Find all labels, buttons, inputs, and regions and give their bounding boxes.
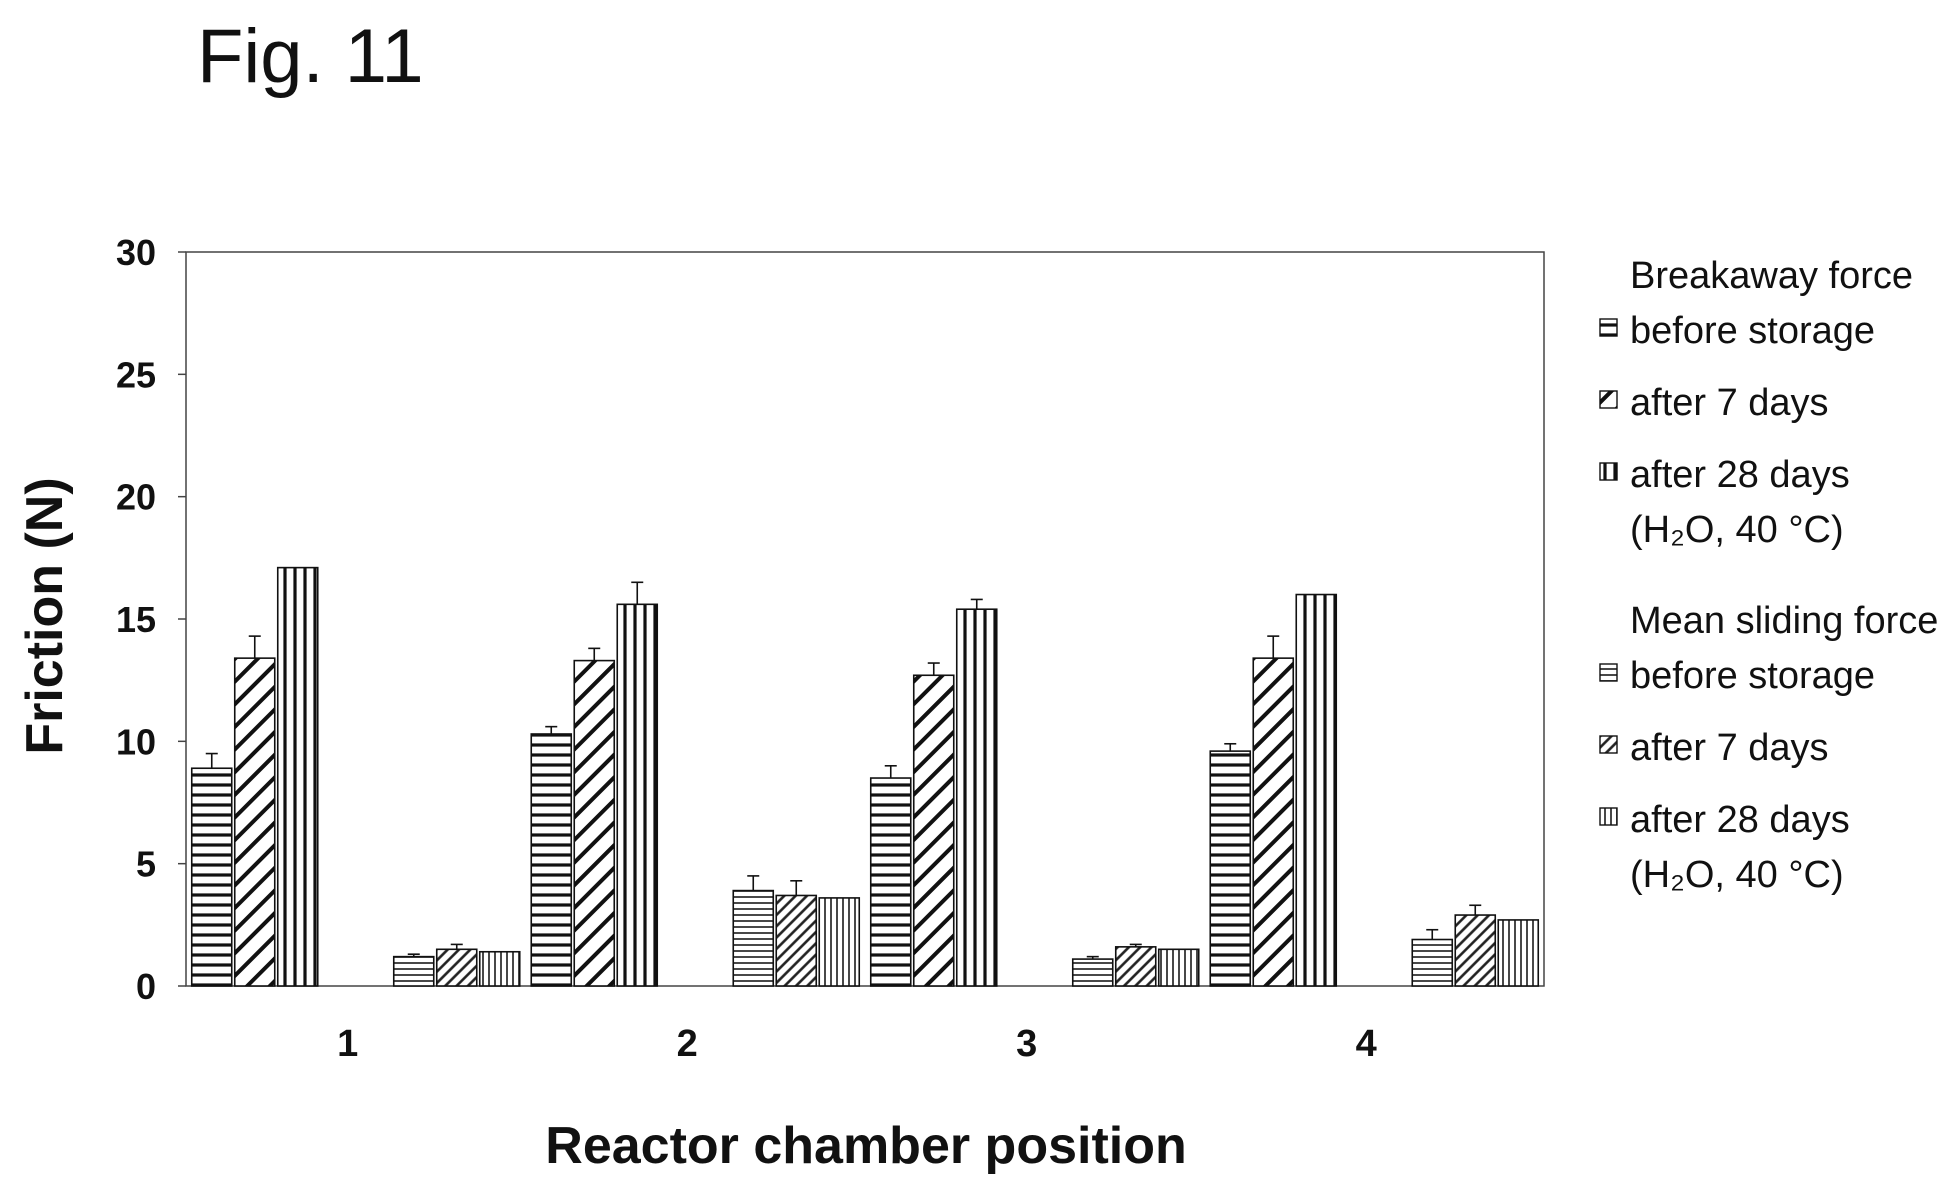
y-tick-label: 10 bbox=[116, 721, 156, 762]
legend-swatch bbox=[1599, 318, 1618, 337]
bar-sliding-series-2-pos-1 bbox=[435, 948, 478, 987]
plot-frame bbox=[185, 251, 1545, 987]
bar-breakaway-series-1-pos-1 bbox=[190, 767, 233, 987]
bar-breakaway-series-3-pos-4 bbox=[1295, 593, 1338, 987]
x-tick-label: 1 bbox=[337, 1023, 358, 1065]
legend-label: after 7 days bbox=[1630, 727, 1829, 769]
bar-sliding-series-2-pos-2 bbox=[775, 894, 818, 987]
x-tick-label: 2 bbox=[677, 1023, 698, 1065]
plot-area: 0 5 10 15 20 25 30 1 2 3 4 bbox=[116, 232, 1545, 1065]
bar-breakaway-series-2-pos-3 bbox=[912, 674, 955, 987]
x-tick-label: 3 bbox=[1016, 1023, 1037, 1065]
bar-sliding-series-1-pos-1 bbox=[392, 955, 435, 987]
legend-label: (H₂O, 40 °C) bbox=[1630, 509, 1844, 551]
bar-sliding-series-1-pos-3 bbox=[1071, 958, 1114, 987]
legend-swatch bbox=[1599, 807, 1618, 826]
legend-entry: Breakaway force before storage bbox=[1599, 255, 1913, 352]
bar-breakaway-series-2-pos-4 bbox=[1252, 657, 1295, 987]
bar-sliding-series-3-pos-4 bbox=[1497, 919, 1540, 987]
x-tick-label: 4 bbox=[1356, 1023, 1377, 1065]
bar-sliding-series-1-pos-2 bbox=[732, 889, 775, 987]
legend-label: Mean sliding force bbox=[1630, 600, 1938, 642]
legend-label: after 7 days bbox=[1630, 382, 1829, 424]
legend-label: Breakaway force bbox=[1630, 255, 1913, 297]
y-tick-label: 30 bbox=[116, 232, 156, 273]
legend-label: after 28 days bbox=[1630, 799, 1850, 841]
y-tick-label: 20 bbox=[116, 477, 156, 518]
bar-sliding-series-2-pos-4 bbox=[1454, 914, 1497, 987]
bar-breakaway-series-1-pos-4 bbox=[1209, 750, 1252, 987]
y-tick-label: 25 bbox=[116, 354, 156, 395]
y-tick-label: 0 bbox=[136, 966, 156, 1007]
bar-breakaway-series-3-pos-2 bbox=[616, 603, 659, 987]
y-axis-title: Friction (N) bbox=[16, 477, 74, 754]
x-axis-title: Reactor chamber position bbox=[545, 1117, 1186, 1175]
y-tick-label: 15 bbox=[116, 599, 156, 640]
legend-label: (H₂O, 40 °C) bbox=[1630, 854, 1844, 896]
legend-entry: after 7 days bbox=[1599, 727, 1829, 769]
figure-title: Fig. 11 bbox=[197, 14, 424, 99]
legend-label: before storage bbox=[1630, 655, 1875, 697]
legend-label: before storage bbox=[1630, 310, 1875, 352]
legend-swatch bbox=[1599, 735, 1618, 754]
bar-sliding-series-1-pos-4 bbox=[1411, 938, 1454, 987]
legend: Breakaway force before storage after 7 day… bbox=[1599, 255, 1938, 896]
legend-entry: Mean sliding force before storage bbox=[1599, 600, 1938, 697]
legend-entry: after 28 days (H₂O, 40 °C) bbox=[1599, 454, 1850, 551]
bar-sliding-series-3-pos-3 bbox=[1157, 948, 1200, 987]
bar-sliding-series-3-pos-1 bbox=[478, 950, 521, 987]
legend-label: after 28 days bbox=[1630, 454, 1850, 496]
bar-breakaway-series-3-pos-1 bbox=[276, 566, 319, 987]
bar-sliding-series-3-pos-2 bbox=[818, 897, 861, 987]
legend-swatch bbox=[1599, 462, 1618, 481]
bar-breakaway-series-2-pos-2 bbox=[573, 659, 616, 987]
legend-entry: after 7 days bbox=[1599, 382, 1829, 424]
legend-swatch bbox=[1599, 663, 1618, 682]
legend-entry: after 28 days (H₂O, 40 °C) bbox=[1599, 799, 1850, 896]
legend-swatch bbox=[1599, 390, 1618, 409]
bar-breakaway-series-1-pos-3 bbox=[869, 777, 912, 987]
y-tick-label: 5 bbox=[136, 844, 156, 885]
bar-breakaway-series-1-pos-2 bbox=[530, 733, 573, 987]
bar-breakaway-series-2-pos-1 bbox=[233, 657, 276, 987]
bar-sliding-series-2-pos-3 bbox=[1114, 946, 1157, 987]
bar-breakaway-series-3-pos-3 bbox=[955, 608, 998, 987]
